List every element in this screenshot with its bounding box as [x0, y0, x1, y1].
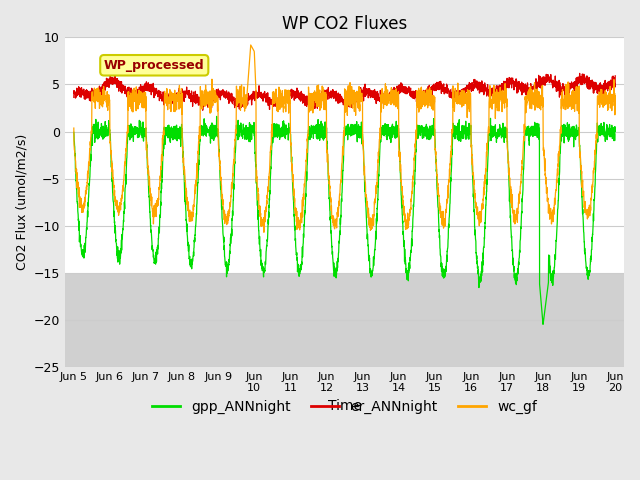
gpp_ANNnight: [611, 127, 619, 133]
wc_gf: [132, 95, 140, 100]
Text: WP_processed: WP_processed: [104, 59, 205, 72]
Line: gpp_ANNnight: gpp_ANNnight: [74, 116, 615, 324]
gpp_ANNnight: [543, 294, 550, 300]
wc_gf: [611, 106, 619, 111]
er_ANNnight: [301, 103, 309, 108]
gpp_ANNnight: [212, 113, 220, 119]
wc_gf: [247, 42, 255, 48]
gpp_ANNnight: [539, 322, 547, 327]
er_ANNnight: [70, 95, 77, 100]
er_ANNnight: [199, 108, 207, 113]
wc_gf: [70, 125, 77, 131]
gpp_ANNnight: [301, 210, 309, 216]
Legend: gpp_ANNnight, er_ANNnight, wc_gf: gpp_ANNnight, er_ANNnight, wc_gf: [147, 394, 543, 420]
gpp_ANNnight: [132, 124, 140, 130]
Bar: [65, 273, 624, 367]
gpp_ANNnight: [70, 130, 77, 135]
wc_gf: [164, 107, 172, 113]
gpp_ANNnight: [164, 123, 172, 129]
X-axis label: Time: Time: [328, 399, 362, 413]
er_ANNnight: [576, 71, 584, 76]
wc_gf: [601, 91, 609, 97]
er_ANNnight: [278, 102, 285, 108]
gpp_ANNnight: [278, 124, 285, 130]
Y-axis label: CO2 Flux (umol/m2/s): CO2 Flux (umol/m2/s): [15, 134, 28, 270]
wc_gf: [543, 189, 550, 194]
Title: WP CO2 Fluxes: WP CO2 Fluxes: [282, 15, 407, 33]
wc_gf: [278, 94, 285, 99]
er_ANNnight: [164, 91, 172, 96]
gpp_ANNnight: [601, 129, 609, 135]
Line: wc_gf: wc_gf: [74, 45, 615, 232]
er_ANNnight: [601, 87, 609, 93]
wc_gf: [301, 173, 309, 179]
er_ANNnight: [132, 88, 140, 94]
er_ANNnight: [543, 80, 550, 85]
er_ANNnight: [611, 73, 619, 79]
Line: er_ANNnight: er_ANNnight: [74, 73, 615, 110]
wc_gf: [260, 229, 268, 235]
Bar: [65, 37, 624, 273]
